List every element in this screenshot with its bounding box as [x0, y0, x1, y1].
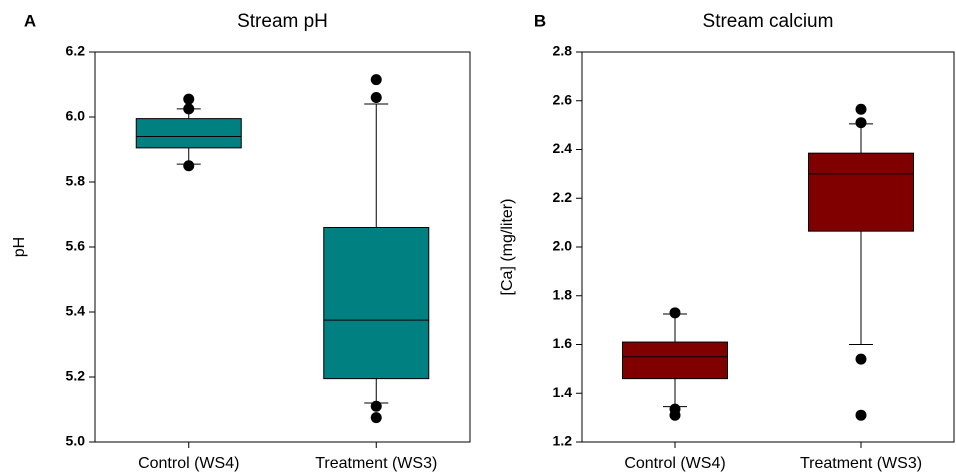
panel-label: B: [534, 11, 546, 30]
outlier: [183, 103, 195, 115]
y-axis-label: [Ca] (mg/liter): [499, 199, 516, 296]
y-tick-label: 1.8: [553, 286, 573, 302]
outlier: [855, 117, 867, 129]
outlier: [183, 93, 195, 105]
y-axis-label: pH: [11, 237, 28, 257]
box: [808, 152, 914, 232]
outlier: [370, 92, 382, 103]
y-tick-label: 2.4: [553, 140, 573, 156]
chart-title: Stream calcium: [703, 11, 834, 32]
y-tick-label: 1.2: [553, 433, 573, 449]
y-tick-label: 5.6: [66, 238, 86, 254]
x-tick-label: Control (WS4): [138, 455, 239, 472]
y-tick-label: 2.0: [553, 238, 573, 254]
y-tick-label: 2.8: [553, 43, 573, 59]
outlier: [669, 403, 681, 415]
x-tick-label: Treatment (WS3): [315, 455, 437, 472]
outlier: [855, 353, 867, 365]
y-tick-label: 5.8: [66, 173, 86, 189]
y-tick-label: 1.4: [553, 384, 573, 400]
box: [323, 227, 430, 380]
plot-frame: [581, 51, 955, 443]
outlier: [370, 412, 382, 424]
y-tick-label: 2.2: [553, 189, 573, 205]
outlier: [669, 307, 681, 319]
outlier: [183, 160, 195, 172]
x-tick-label: Treatment (WS3): [800, 455, 922, 472]
box: [135, 118, 242, 149]
chart-title: Stream pH: [237, 11, 328, 32]
outlier: [855, 409, 867, 421]
panel-label: A: [24, 11, 36, 30]
y-tick-label: 5.4: [66, 303, 86, 319]
outlier: [855, 103, 867, 115]
outlier: [370, 74, 382, 86]
y-tick-label: 5.0: [66, 433, 86, 449]
y-tick-label: 6.2: [66, 43, 86, 59]
y-tick-label: 2.6: [553, 91, 573, 107]
y-tick-label: 5.2: [66, 368, 86, 384]
y-tick-label: 1.6: [553, 335, 573, 351]
box: [622, 341, 728, 380]
outlier: [370, 400, 382, 412]
y-tick-label: 6.0: [66, 108, 86, 124]
x-tick-label: Control (WS4): [624, 455, 725, 472]
